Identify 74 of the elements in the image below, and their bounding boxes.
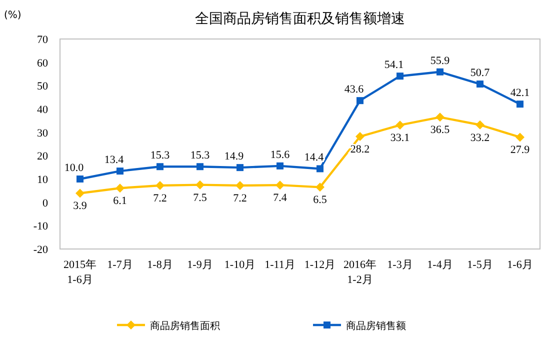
y-tick-label: 70: [37, 34, 48, 46]
point: [276, 162, 284, 170]
point: [476, 80, 484, 88]
point: [236, 164, 244, 172]
point: [476, 120, 484, 130]
point: [276, 180, 284, 190]
y-tick-label: 10: [37, 174, 48, 186]
point: [396, 120, 404, 130]
data-label: 33.2: [470, 132, 490, 144]
data-label: 27.9: [510, 144, 530, 156]
x-tick-label: 1-6月: [507, 259, 533, 271]
y-axis-title: (%): [4, 10, 22, 21]
data-label: 42.1: [510, 87, 530, 100]
data-label: 7.4: [273, 192, 288, 204]
data-label: 7.2: [233, 192, 247, 205]
data-label: 28.2: [350, 144, 370, 156]
data-label: 33.1: [390, 132, 410, 144]
x-tick-label: 1-10月: [224, 259, 256, 271]
data-label: 3.9: [73, 200, 88, 212]
y-tick-label: 20: [37, 150, 48, 163]
point: [356, 97, 364, 104]
data-label: 6.5: [313, 194, 328, 206]
point: [196, 180, 204, 190]
data-label: 15.3: [190, 150, 210, 162]
point: [516, 132, 524, 142]
data-label: 6.1: [113, 195, 127, 208]
point: [116, 168, 124, 175]
y-tick-label: 40: [37, 104, 48, 116]
y-tick-label: -10: [33, 220, 48, 233]
x-tick-label: 2015年 1-6月: [64, 259, 96, 286]
point: [156, 163, 164, 170]
y-tick-label: 30: [37, 127, 48, 140]
point: [436, 112, 444, 122]
data-label: 7.2: [153, 192, 167, 205]
legend-label: 商品房销售额: [346, 320, 406, 332]
point: [356, 132, 364, 142]
y-tick-label: 50: [37, 80, 48, 93]
point: [436, 68, 444, 76]
data-label: 43.6: [344, 84, 364, 96]
x-tick-label: 1-7月: [107, 259, 133, 271]
point: [396, 72, 404, 80]
point: [196, 163, 204, 170]
point: [316, 165, 324, 172]
data-label: 54.1: [384, 59, 404, 72]
y-tick-label: 60: [37, 57, 48, 70]
data-label: 10.0: [64, 162, 84, 174]
data-label: 36.5: [430, 124, 450, 136]
point: [116, 184, 124, 193]
point: [236, 181, 244, 190]
data-label: 7.5: [193, 192, 208, 204]
data-label: 15.6: [270, 148, 290, 161]
x-tick-label: 1-9月: [187, 259, 213, 271]
legend-label: 商品房销售面积: [150, 320, 220, 332]
x-tick-label: 1-4月: [427, 259, 453, 271]
point: [316, 182, 324, 192]
point: [516, 100, 524, 108]
y-tick-label: -20: [33, 244, 48, 256]
point: [76, 176, 84, 182]
x-tick-label: 1-12月: [304, 259, 336, 271]
data-label: 14.9: [224, 150, 244, 163]
chart-title: 全国商品房销售面积及销售额增速: [195, 11, 405, 27]
data-label: 15.3: [150, 150, 170, 162]
x-tick-label: 1-3月: [387, 259, 413, 271]
point: [76, 188, 84, 198]
x-tick-label: 1-5月: [467, 259, 493, 271]
point: [156, 181, 164, 190]
x-tick-label: 1-8月: [147, 259, 173, 271]
x-tick-label: 2016年 1-2月: [344, 259, 376, 286]
data-label: 14.4: [304, 152, 324, 164]
data-label: 55.9: [430, 54, 450, 67]
data-label: 50.7: [470, 67, 490, 80]
y-tick-label: 0: [42, 197, 48, 210]
data-label: 13.4: [104, 154, 124, 166]
x-tick-label: 1-11月: [264, 259, 296, 271]
